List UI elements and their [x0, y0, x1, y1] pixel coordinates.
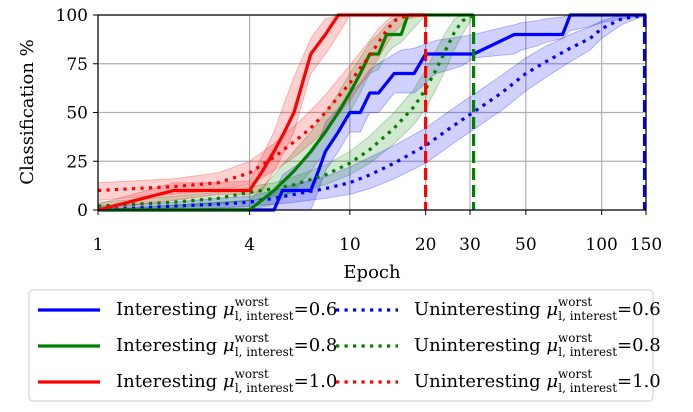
legend: Interesting μworst l, interest=0.6 Uninter… [28, 289, 661, 402]
x-tick-label-4: 30 [459, 235, 481, 255]
legend-label-3: Uninteresting μworst l, interest=0.8 [414, 331, 661, 359]
x-tick-label-5: 50 [515, 235, 537, 255]
legend-label-0: Interesting μworst l, interest=0.6 [116, 295, 337, 323]
x-tick-label-6: 100 [585, 235, 617, 255]
x-axis-label: Epoch [343, 262, 401, 283]
y-tick-label-3: 75 [66, 55, 88, 75]
legend-label-5: Uninteresting μworst l, interest=1.0 [414, 367, 661, 395]
band-3 [97, 14, 475, 211]
series-line-0 [98, 13, 646, 212]
y-tick-label-2: 50 [66, 104, 88, 124]
legend-box [28, 289, 654, 402]
series-line-3 [97, 13, 475, 208]
series-line-1 [97, 13, 647, 212]
legend-label-1: Uninteresting μworst l, interest=0.6 [414, 295, 661, 323]
series-line-5 [97, 13, 426, 193]
y-tick-label-1: 25 [66, 152, 88, 172]
x-tick-label-1: 4 [244, 235, 255, 255]
legend-items: Interesting μworst l, interest=0.6 Uninter… [38, 295, 661, 395]
x-tick-label-2: 10 [339, 235, 361, 255]
y-axis-label: Classification % [17, 39, 38, 185]
x-tick-label-3: 20 [415, 235, 437, 255]
band-1 [97, 14, 647, 211]
x-axis-ticks: 1 4 10 20 30 50 100 150 [93, 210, 662, 255]
y-tick-label-0: 0 [77, 201, 88, 221]
threshold-lines [424, 15, 647, 210]
x-tick-label-0: 1 [93, 235, 104, 255]
legend-label-4: Interesting μworst l, interest=1.0 [116, 367, 337, 395]
legend-label-2: Interesting μworst l, interest=0.8 [116, 331, 337, 359]
x-tick-label-7: 150 [630, 235, 662, 255]
y-tick-label-4: 100 [56, 6, 88, 26]
y-axis-ticks: 0 25 50 75 100 [56, 6, 98, 221]
